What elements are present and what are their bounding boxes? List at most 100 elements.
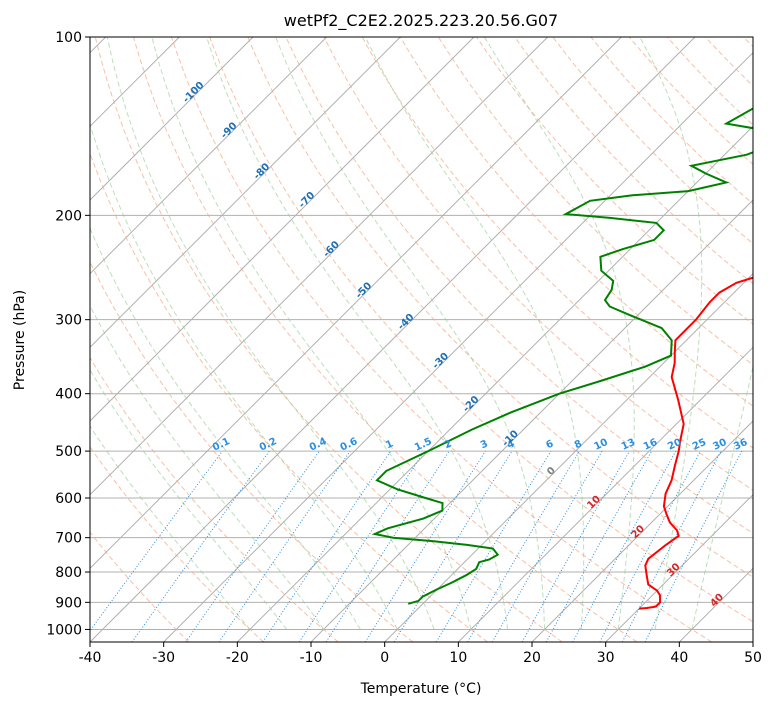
dry-adiabat: [90, 531, 190, 642]
y-tick-label: 300: [55, 313, 82, 329]
dry-adiabat: [399, 37, 753, 407]
dry-adiabat: [90, 152, 488, 642]
moist-adiabat: [106, 37, 435, 630]
y-tick-label: 200: [55, 208, 82, 224]
dry-adiabat: [666, 37, 753, 126]
x-axis: -40 -30 -20 -10 0 10 20 30 40 50: [79, 642, 762, 666]
y-tick-label: 1000: [46, 622, 82, 638]
isotherm-line: [236, 125, 753, 642]
dry-adiabat: [476, 37, 753, 325]
isotherm-line: [90, 37, 328, 275]
isotherm-line: [310, 199, 753, 642]
mixing-ratio-line: [364, 450, 486, 642]
moist-adiabat: [151, 37, 472, 630]
isotherm-label: -40: [396, 312, 417, 333]
x-tick-label: 30: [597, 650, 615, 666]
isotherm-label: -100: [181, 80, 207, 106]
mixing-ratio-line: [467, 450, 580, 642]
mixing-ratio-line: [599, 450, 701, 642]
isotherm-label: 30: [665, 561, 683, 579]
moist-adiabat: [90, 122, 398, 630]
mixing-ratio-label: 16: [642, 437, 659, 453]
isotherm-label: -30: [431, 351, 452, 372]
x-tick-label: -30: [152, 650, 175, 666]
moist-adiabat: [206, 37, 509, 630]
moist-adiabat: [364, 37, 585, 630]
isotherm-line: [678, 567, 753, 642]
mixing-ratio-line: [572, 450, 677, 642]
moist-adiabat: [639, 37, 703, 630]
plot-frame: [89, 36, 754, 643]
y-tick-label: 600: [55, 491, 82, 507]
isotherm-label: -10: [500, 429, 521, 450]
isotherm-label: 20: [629, 523, 647, 541]
mixing-ratio-line: [325, 450, 450, 642]
isotherm-line: [90, 37, 549, 496]
dry-adiabat: [590, 37, 753, 205]
isotherm-line: [605, 493, 753, 642]
dry-adiabat: [323, 37, 753, 491]
isotherm-line: [531, 420, 753, 642]
y-tick-label: 800: [55, 565, 82, 581]
isotherm-label: -90: [219, 121, 240, 142]
mixing-ratio-label: 30: [711, 437, 728, 453]
moist-adiabat: [90, 226, 361, 630]
isotherm-label: -50: [354, 280, 375, 301]
isotherm-label: -80: [252, 161, 273, 182]
y-tick-label: 400: [55, 387, 82, 403]
mixing-ratio-label: 6: [544, 438, 555, 451]
mixing-ratio-label: 36: [732, 437, 749, 453]
x-tick-label: -40: [79, 650, 102, 666]
isotherm-label: 40: [708, 592, 726, 610]
moist-adiabat: [90, 425, 251, 630]
moist-adiabat: [90, 368, 288, 630]
isotherm-label: -70: [297, 190, 318, 211]
y-tick-label: 500: [55, 444, 82, 460]
temperature-line: [639, 276, 753, 610]
dry-adiabat: [552, 37, 753, 245]
isotherm-line: [457, 346, 753, 642]
isotherm-label: -20: [461, 394, 482, 415]
mixing-ratio-label: 10: [592, 437, 609, 453]
mixing-ratio-line: [545, 450, 653, 642]
isotherm-label: -60: [321, 239, 342, 260]
dry-adiabat: [171, 37, 712, 642]
mixing-ratio-label: 1: [384, 438, 395, 451]
dry-adiabat: [437, 37, 753, 366]
y-tick-label: 700: [55, 531, 82, 547]
mixing-ratio-label: 4: [506, 438, 517, 451]
x-tick-label: -20: [226, 650, 249, 666]
mixing-ratio-line: [218, 450, 351, 642]
x-tick-label: 10: [449, 650, 467, 666]
mixing-ratio-label: 20: [666, 437, 683, 453]
mixing-ratio-line: [298, 450, 425, 642]
isotherm-line: [90, 37, 622, 570]
mixing-ratio-line: [262, 450, 392, 642]
moist-adiabat: [275, 37, 546, 630]
mixing-ratio-line: [644, 450, 743, 642]
x-axis-label: Temperature (°C): [360, 681, 482, 697]
y-axis: 100 200 300 400 500 600 700 800 900 1000: [46, 30, 90, 638]
dry-adiabat: [132, 37, 638, 642]
mixing-ratio-label: 2: [443, 438, 454, 451]
x-tick-label: 20: [523, 650, 541, 666]
series-layer: [371, 107, 753, 610]
x-tick-label: -10: [300, 650, 323, 666]
background-lines: [90, 37, 753, 642]
isotherm-label: 10: [585, 494, 603, 512]
isotherm-line: [90, 37, 401, 349]
dry-adiabat: [90, 260, 414, 642]
isotherm-line: [163, 51, 753, 642]
isotherm-line: [90, 37, 475, 422]
isotherm-label: 0: [545, 465, 558, 478]
dry-adiabat: [90, 356, 339, 642]
x-tick-label: 50: [744, 650, 762, 666]
dry-adiabat: [94, 37, 563, 642]
y-axis-label: Pressure (hPa): [12, 290, 28, 390]
x-tick-label: 0: [380, 650, 389, 666]
moist-adiabat: [691, 364, 753, 630]
x-tick-label: 40: [670, 650, 688, 666]
isotherm-line: [90, 37, 696, 642]
dewpoint-line: [371, 107, 753, 605]
